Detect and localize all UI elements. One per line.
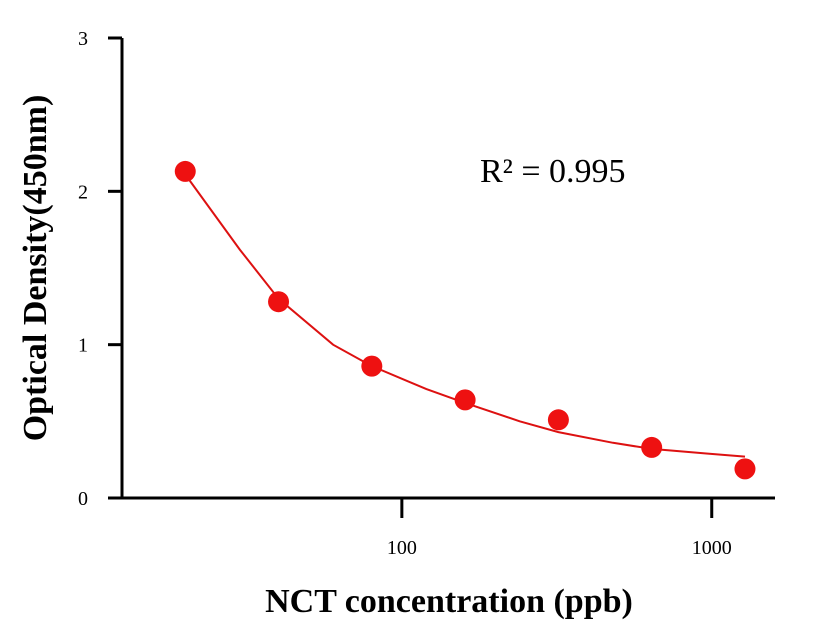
data-point — [361, 355, 383, 377]
r-squared-annotation: R² = 0.995 — [480, 153, 626, 190]
x-tick-label: 100 — [387, 537, 417, 559]
x-tick-label: 1000 — [692, 537, 732, 559]
y-tick-label: 1 — [78, 335, 88, 357]
data-points-layer — [174, 160, 756, 480]
y-tick-label: 2 — [78, 181, 88, 203]
y-axis-title: Optical Density(450nm) — [17, 95, 54, 442]
data-point — [268, 291, 290, 313]
axes: 0 1 2 3 100 1000 — [78, 28, 775, 559]
y-tick-label: 3 — [78, 28, 88, 50]
fit-curve-line — [184, 173, 746, 458]
fit-curve-layer — [184, 173, 746, 458]
y-tick-label: 0 — [78, 488, 88, 510]
data-point — [547, 409, 569, 431]
data-point — [641, 436, 663, 458]
data-point — [174, 160, 196, 182]
data-point — [734, 458, 756, 480]
x-axis-title: NCT concentration (ppb) — [265, 583, 633, 620]
data-point — [454, 389, 476, 411]
